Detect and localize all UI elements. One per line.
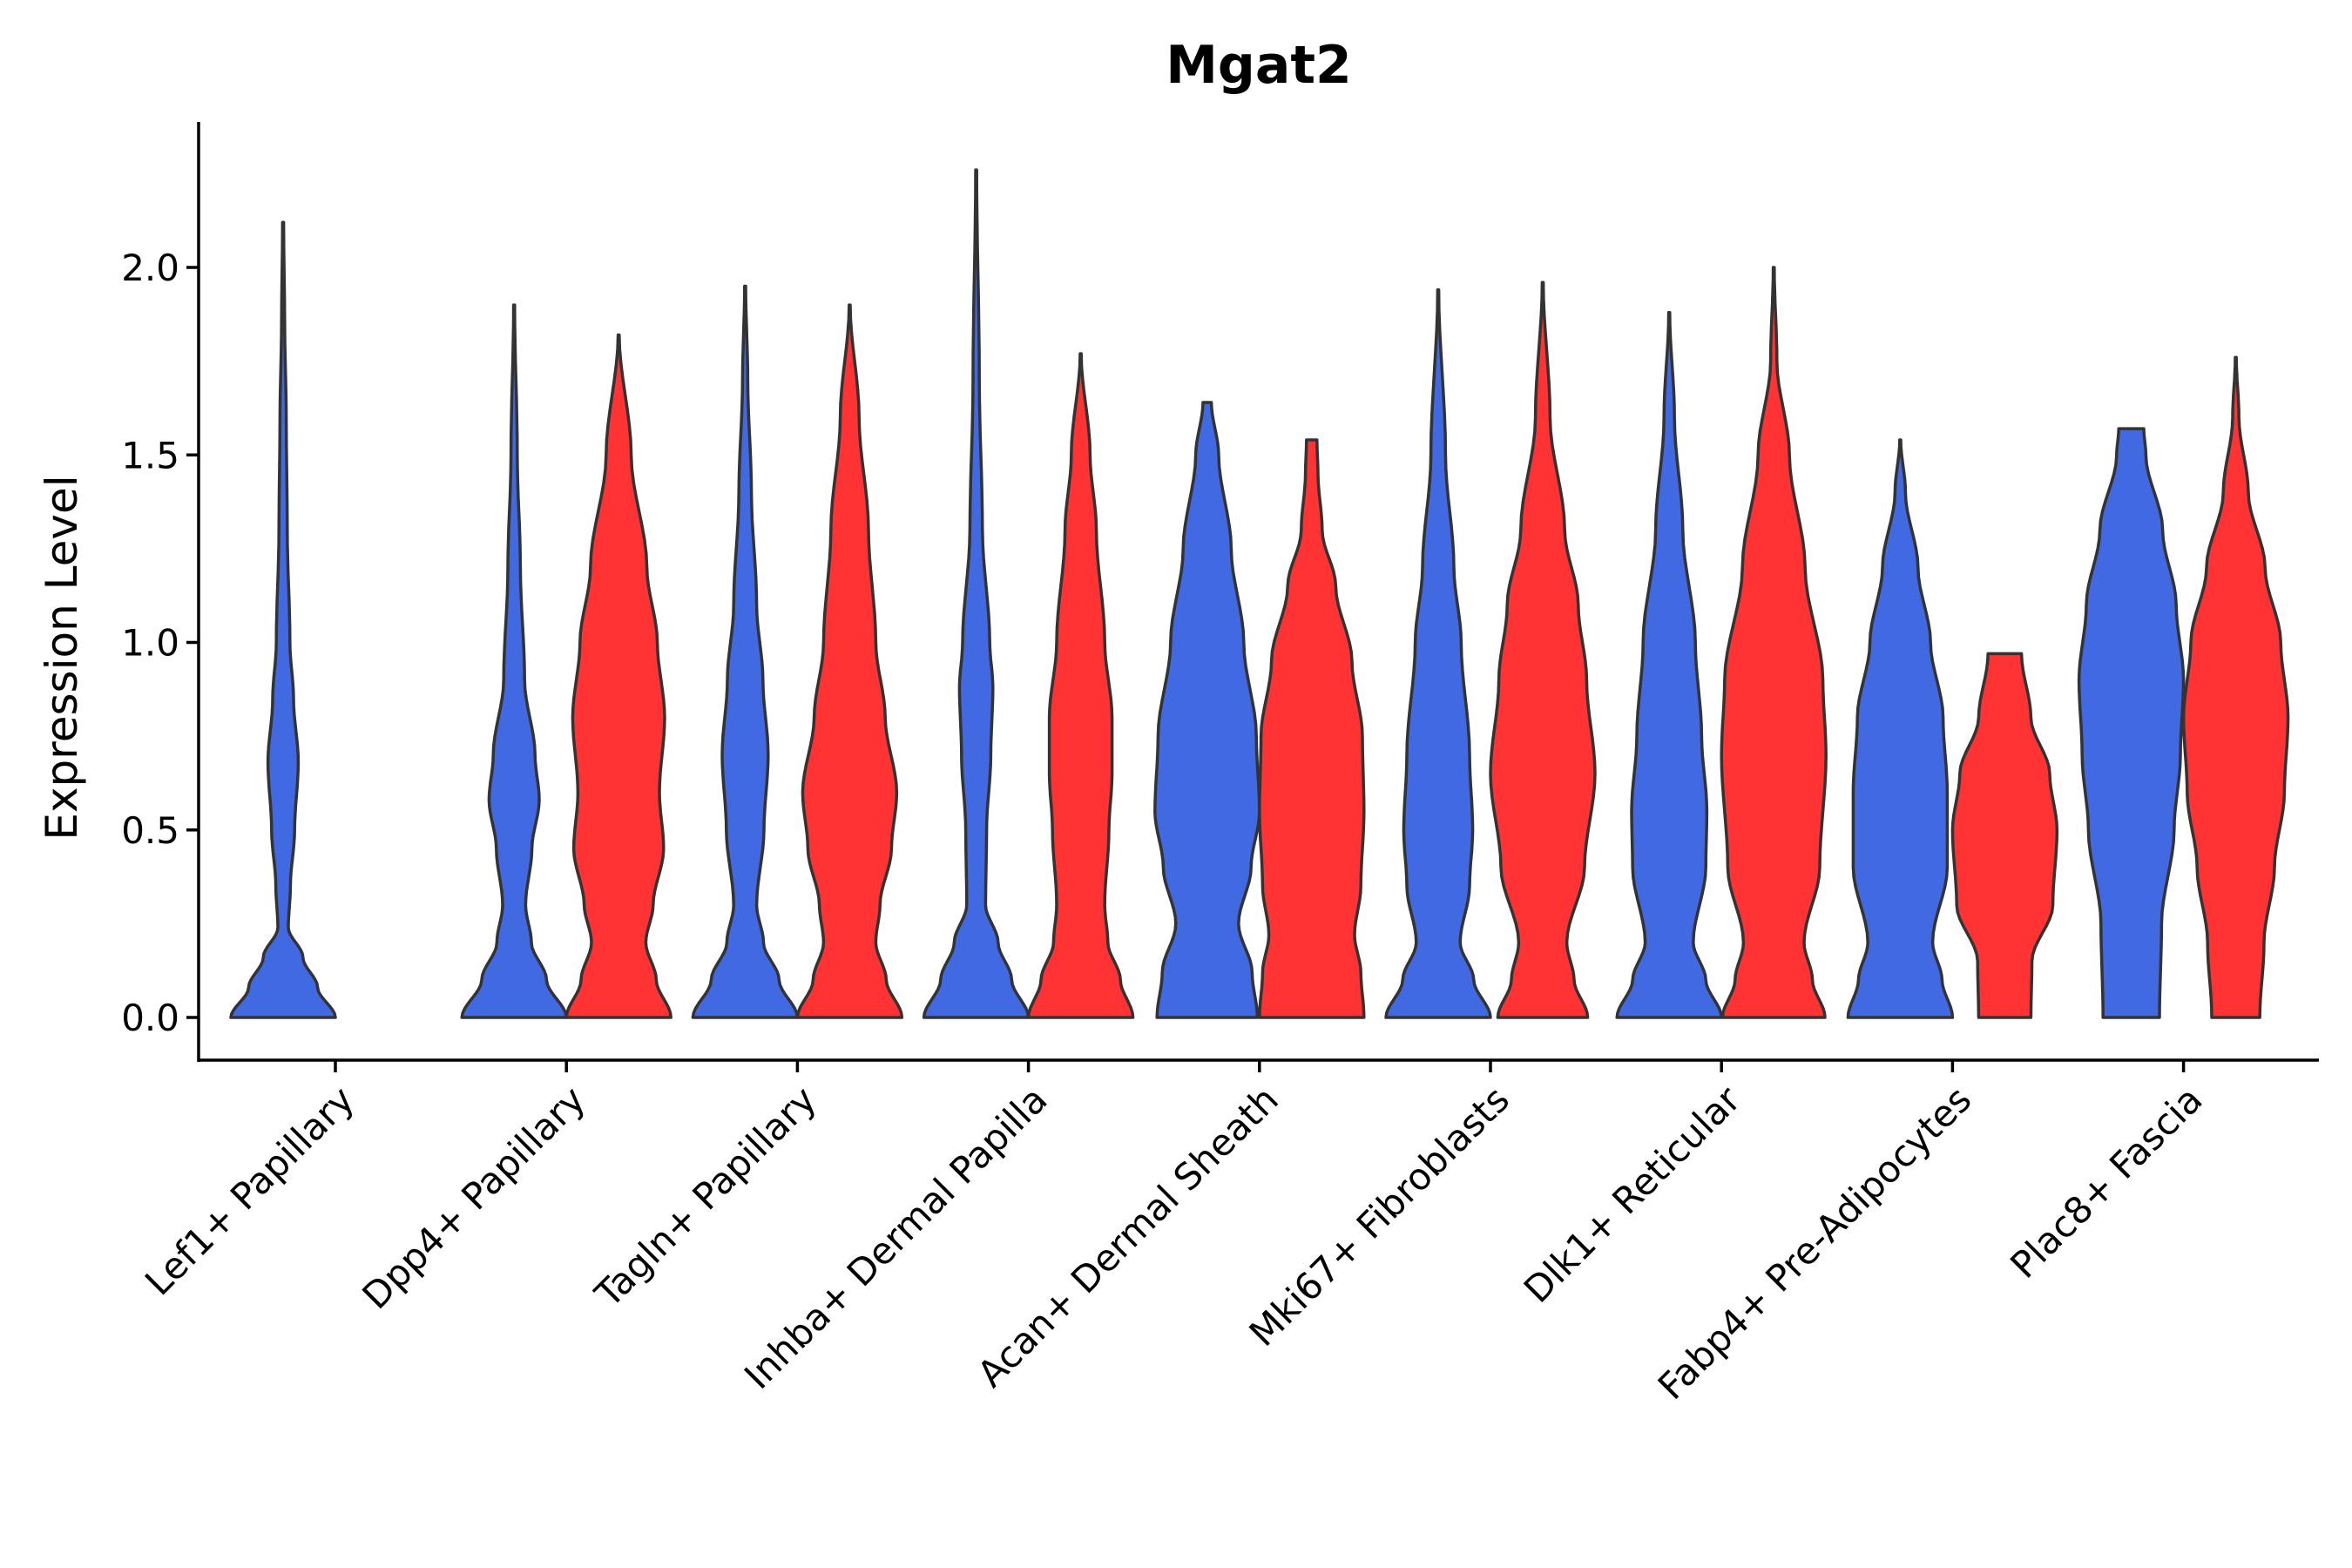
y-tick-label: 0.5 [121, 809, 179, 852]
x-tick-label: Mki67+ Fibroblasts [1241, 1078, 1517, 1354]
violin-blue [1846, 438, 1955, 1019]
y-tick-label: 0.0 [121, 997, 179, 1039]
violin-red [1026, 352, 1135, 1019]
violin-red [1489, 280, 1597, 1019]
chart-title: Mgat2 [1166, 35, 1352, 96]
y-axis-label: Expression Level [37, 475, 87, 840]
violin-red [1950, 652, 2059, 1019]
x-tick-label: Dlk1+ Reticular [1516, 1078, 1749, 1311]
x-tick-label: Tagln+ Papillary [586, 1078, 824, 1315]
violin-blue [2077, 427, 2186, 1019]
violin-blue [460, 303, 568, 1019]
violin-red [564, 333, 672, 1019]
violin-red [795, 303, 904, 1019]
violin-blue [691, 284, 800, 1019]
violin-blue [1384, 288, 1492, 1019]
violin-group [229, 168, 2290, 1019]
y-tick-label: 1.0 [121, 622, 179, 665]
y-tick-label: 2.0 [121, 247, 179, 289]
y-ticks: 0.0 0.5 1.0 1.5 2.0 [121, 247, 199, 1039]
x-tick-label: Lef1+ Papillary [137, 1078, 362, 1303]
x-tick-label: Dpp4+ Papillary [354, 1078, 593, 1317]
y-tick-label: 1.5 [121, 434, 179, 476]
violin-blue [922, 168, 1031, 1019]
violin-blue [1153, 401, 1261, 1019]
violin-blue [1615, 310, 1723, 1019]
violin-blue [229, 220, 337, 1019]
violin-red [1720, 266, 1828, 1019]
violin-red [2181, 355, 2290, 1019]
violin-red [1258, 438, 1366, 1019]
x-tick-label: Plac8+ Fascia [2002, 1078, 2210, 1286]
